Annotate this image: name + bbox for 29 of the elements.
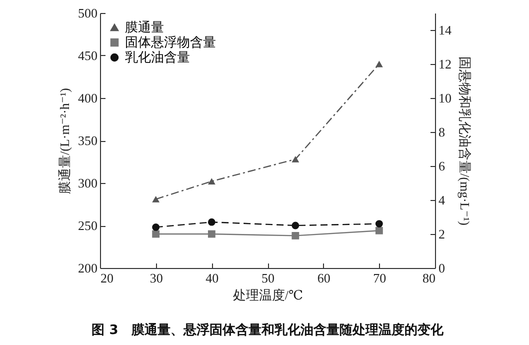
y2-tick-label: 4 [438, 192, 446, 208]
y2-tick-label: 6 [438, 158, 446, 174]
text: 图 3 膜通量、悬浮固体含量和乳化油含量随处理温度的变化 [92, 322, 444, 338]
x-tick-label: 30 [150, 270, 163, 286]
y2-tick-label: 2 [438, 226, 445, 242]
y-tick-label: 200 [78, 260, 98, 276]
y-tick-label: 250 [78, 218, 98, 233]
x-tick-label: 40 [206, 270, 219, 286]
y-tick-label: 500 [78, 6, 98, 20]
y-tick-label: 350 [78, 133, 98, 148]
y2-tick-label: 14 [438, 22, 452, 38]
y-axis-title: 膜通量/(L·m⁻²·h⁻¹) [57, 88, 72, 194]
y2-tick-label: 12 [438, 56, 452, 72]
y-tick-label: 450 [78, 48, 98, 63]
legend-label: 固体悬浮物含量 [125, 34, 216, 50]
y2-tick-label: 10 [438, 90, 452, 106]
y-tick-label: 400 [78, 90, 98, 106]
x-axis-title: 处理温度/℃ [232, 288, 304, 302]
legend-label: 乳化油含量 [125, 50, 190, 64]
y-tick-label: 300 [78, 176, 98, 190]
x-tick-label: 60 [317, 270, 330, 286]
legend-label: 膜通量 [125, 20, 164, 34]
y2-tick-label: 8 [438, 124, 445, 140]
y2-tick-label: 0 [438, 260, 445, 276]
x-tick-label: 20 [100, 270, 114, 286]
x-tick-label: 50 [262, 270, 274, 286]
x-tick-label: 80 [422, 270, 436, 286]
y2-axis-title: 固悬物和乳化油含量/(mg·L⁻¹) [458, 56, 472, 226]
x-tick-label: 70 [373, 270, 386, 286]
